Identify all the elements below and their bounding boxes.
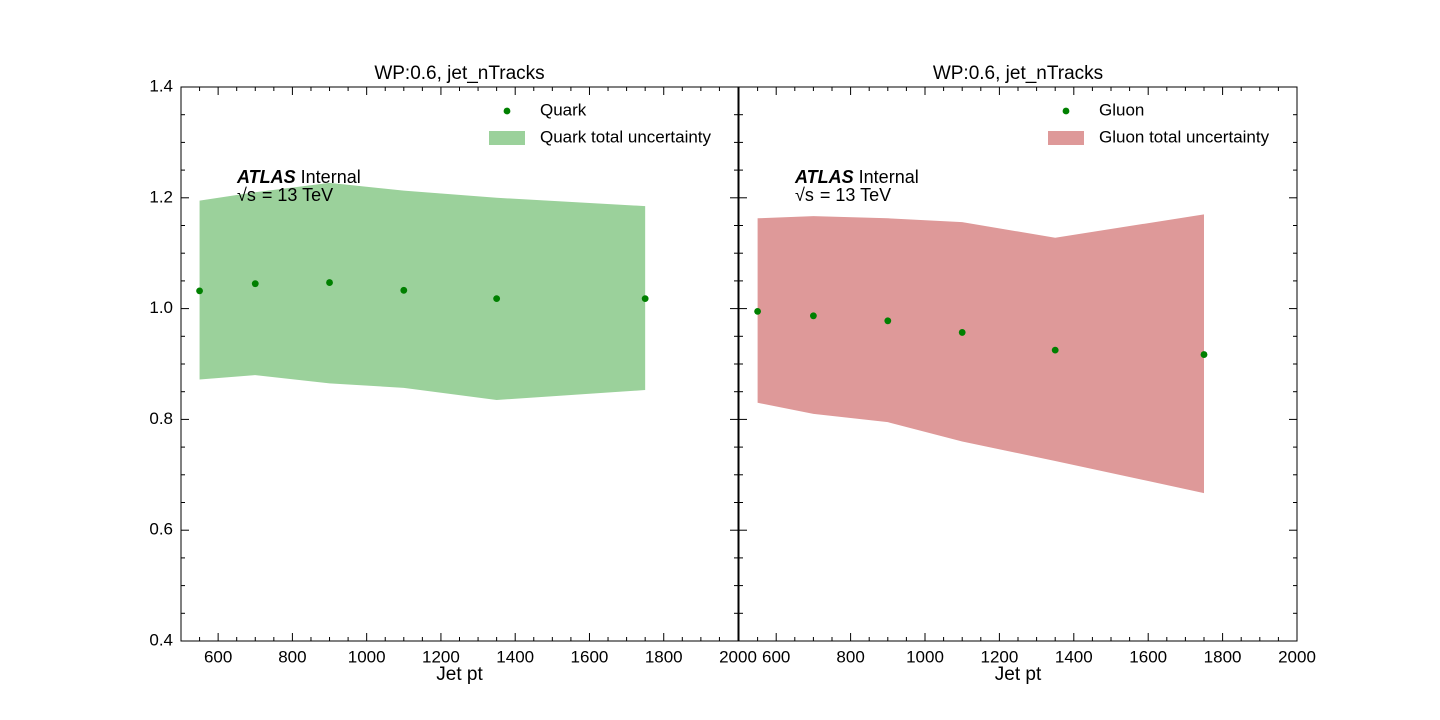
energy-value: = 13 TeV <box>820 185 891 205</box>
data-point <box>810 312 817 320</box>
data-point <box>1051 346 1059 354</box>
data-point <box>493 295 501 303</box>
data-point <box>1200 351 1208 358</box>
x-tick-label: 1400 <box>1055 647 1093 666</box>
x-tick-label: 1800 <box>645 647 683 666</box>
x-tick-label: 2000 <box>719 647 757 666</box>
legend-marker <box>1062 107 1070 115</box>
legend-label-band: Gluon total uncertainty <box>1099 127 1270 146</box>
data-point <box>754 307 761 315</box>
data-point <box>251 280 259 288</box>
atlas-status: Internal <box>301 167 361 187</box>
data-point <box>196 287 203 295</box>
uncertainty-band <box>199 182 646 401</box>
quark-panel: 600 800 1000 1200 1400 1600 1800 2000 0.4 0.6 0.8 1… <box>149 63 757 685</box>
x-tick-label: 1000 <box>348 647 386 666</box>
chart-title: WP:0.6, jet_nTracks <box>933 63 1103 84</box>
energy-value: = 13 TeV <box>262 185 333 205</box>
x-tick-label: 1400 <box>496 647 534 666</box>
x-tick-label: 800 <box>836 647 864 666</box>
data-point <box>884 317 892 325</box>
x-axis-label: Jet pt <box>436 664 483 685</box>
x-tick-label: 1600 <box>1129 647 1167 666</box>
energy-symbol: √s <box>237 185 256 205</box>
data-point <box>641 295 649 303</box>
x-tick-label: 1200 <box>422 647 460 666</box>
legend-label-points: Gluon <box>1099 100 1144 119</box>
x-axis-label: Jet pt <box>995 664 1042 685</box>
data-point <box>326 279 333 286</box>
data-point <box>958 329 966 336</box>
y-tick-label: 1.4 <box>149 76 173 95</box>
y-tick-label: 1.0 <box>149 298 173 317</box>
y-tick-label: 0.6 <box>149 520 173 539</box>
x-tick-label: 800 <box>278 647 306 666</box>
x-tick-label: 1600 <box>571 647 609 666</box>
x-tick-label: 600 <box>762 647 790 666</box>
x-tick-label: 1000 <box>906 647 944 666</box>
legend-patch <box>489 131 525 145</box>
legend-label-band: Quark total uncertainty <box>540 127 712 146</box>
data-point <box>400 286 408 294</box>
legend-patch <box>1048 131 1084 145</box>
x-tick-label: 2000 <box>1278 647 1316 666</box>
atlas-label: ATLAS <box>794 167 854 187</box>
y-tick-label: 1.2 <box>149 187 173 206</box>
y-tick-label: 0.4 <box>149 630 173 649</box>
x-tick-label: 1200 <box>980 647 1018 666</box>
y-tick-label: 0.8 <box>149 409 173 428</box>
x-tick-label: 1800 <box>1204 647 1242 666</box>
chart-title: WP:0.6, jet_nTracks <box>374 63 544 84</box>
legend-marker <box>503 107 511 115</box>
atlas-status: Internal <box>859 167 919 187</box>
atlas-label: ATLAS <box>236 167 296 187</box>
gluon-panel: 600 800 1000 1200 1400 1600 1800 2000 WP:0.6, je… <box>738 63 1316 685</box>
x-tick-label: 600 <box>204 647 232 666</box>
energy-symbol: √s <box>795 185 814 205</box>
legend-label-points: Quark <box>540 100 587 119</box>
uncertainty-band <box>757 214 1204 494</box>
